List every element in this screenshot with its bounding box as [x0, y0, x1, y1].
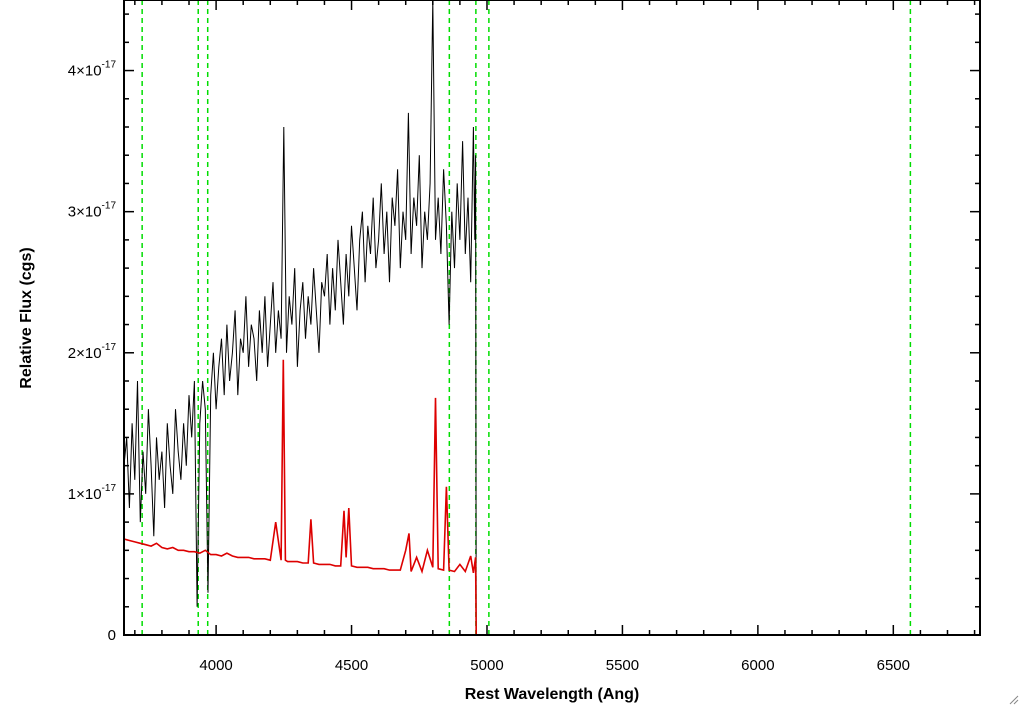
- series-layer: [123, 0, 980, 636]
- y-tick-label: 1×10-17: [68, 483, 117, 503]
- plot-frame: [123, 0, 981, 636]
- y-tick-label: 2×10-17: [68, 342, 117, 362]
- y-axis-title: Relative Flux (cgs): [18, 247, 35, 388]
- x-tick-label: 6000: [741, 657, 774, 674]
- labels-layer: 4000 4500 5000 5500 6000 6500 0 1×10-17 2×10-17 3…: [68, 60, 910, 674]
- x-axis-title: Rest Wavelength (Ang): [465, 686, 640, 703]
- x-tick-label: 4000: [199, 657, 232, 674]
- series-line-2: [123, 359, 980, 636]
- reference-lines: [141, 0, 912, 635]
- resize-grip-icon[interactable]: [1009, 695, 1019, 705]
- x-tick-label: 5000: [470, 657, 503, 674]
- ticks-layer: [124, 0, 980, 636]
- series-line-1: [123, 0, 980, 636]
- y-tick-label: 3×10-17: [68, 201, 117, 221]
- y-tick-label: 0: [108, 627, 116, 644]
- x-tick-label: 6500: [877, 657, 910, 674]
- x-tick-label: 5500: [606, 657, 639, 674]
- y-tick-label: 4×10-17: [68, 60, 117, 80]
- x-tick-label: 4500: [335, 657, 368, 674]
